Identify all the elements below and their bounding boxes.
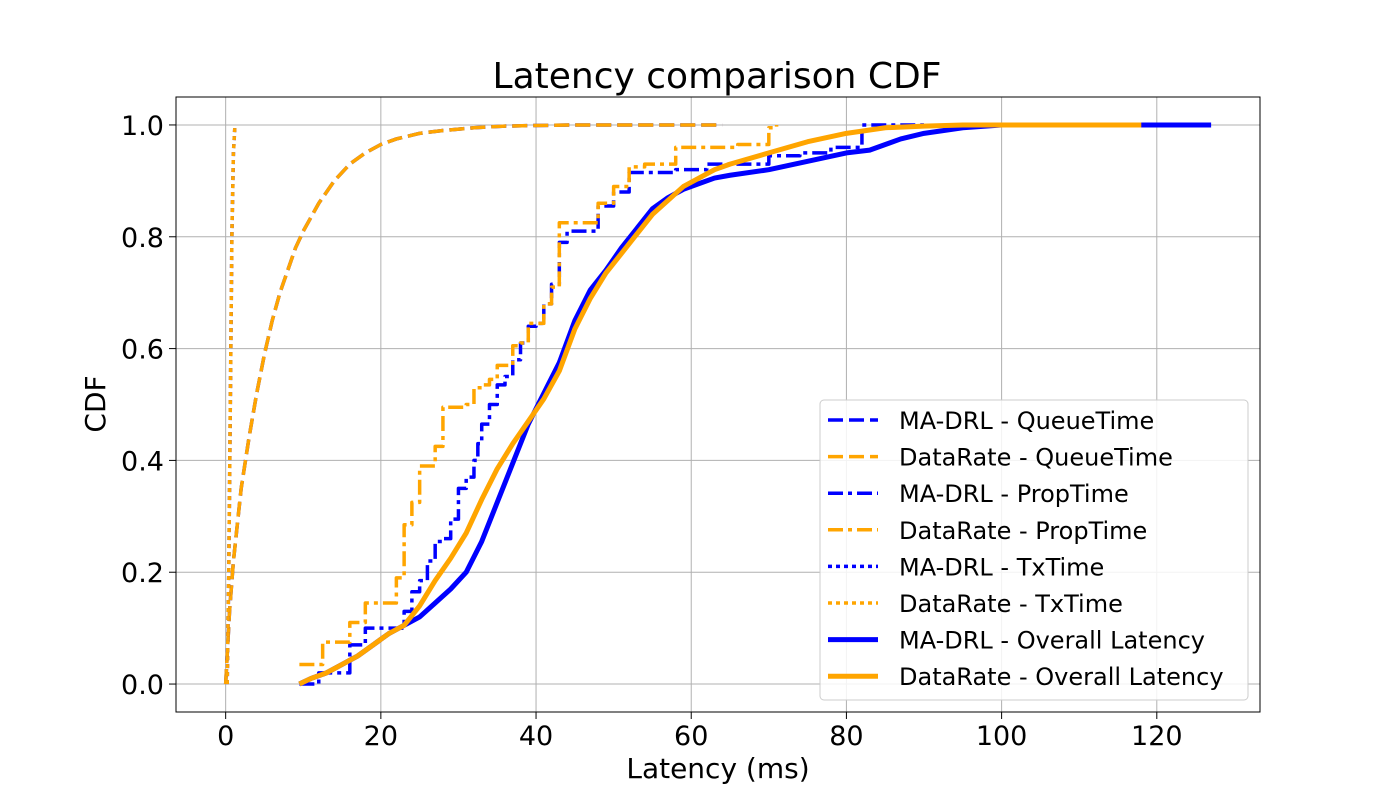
series-layer [223, 122, 1212, 687]
x-tick-label: 100 [976, 721, 1028, 752]
y-axis-label: CDF [79, 375, 112, 432]
y-tick-label: 0.6 [121, 335, 164, 366]
chart-title: Latency comparison CDF [493, 56, 942, 97]
y-tick-label: 0.0 [121, 670, 164, 701]
y-tick-label: 0.4 [121, 446, 164, 477]
x-axis-label: Latency (ms) [626, 752, 809, 785]
plot-area-frame [175, 96, 1261, 713]
legend-label-3: MA-DRL - PropTime [899, 480, 1129, 508]
x-tick-label: 120 [1131, 721, 1183, 752]
series-line-2 [223, 123, 723, 685]
legend-label-2: DataRate - QueueTime [899, 444, 1173, 472]
y-tick-label: 1.0 [121, 111, 164, 142]
axis-ticks: 0 20 40 60 80 100 120 0.0 0.2 0.4 0.6 0.8 1.0 [121, 111, 1183, 752]
legend-label-7: MA-DRL - Overall Latency [899, 627, 1205, 655]
x-tick-label: 40 [519, 721, 553, 752]
series-line-4 [299, 124, 779, 667]
x-tick-label: 20 [364, 721, 398, 752]
y-tick-label: 0.2 [121, 558, 164, 589]
legend: MA-DRL - QueueTime DataRate - QueueTime MA… [819, 399, 1249, 701]
x-tick-label: 60 [674, 721, 708, 752]
legend-label-8: DataRate - Overall Latency [899, 663, 1224, 691]
series-line-8 [298, 122, 1142, 687]
x-tick-label: 0 [217, 721, 234, 752]
series-line-6 [225, 124, 237, 685]
legend-label-5: MA-DRL - TxTime [899, 553, 1104, 581]
legend-label-6: DataRate - TxTime [899, 590, 1123, 618]
y-tick-label: 0.8 [121, 223, 164, 254]
legend-label-4: DataRate - PropTime [899, 517, 1147, 545]
legend-label-1: MA-DRL - QueueTime [899, 407, 1154, 435]
series-line-3 [299, 123, 925, 686]
x-tick-label: 80 [829, 721, 863, 752]
legend-box [819, 399, 1249, 701]
